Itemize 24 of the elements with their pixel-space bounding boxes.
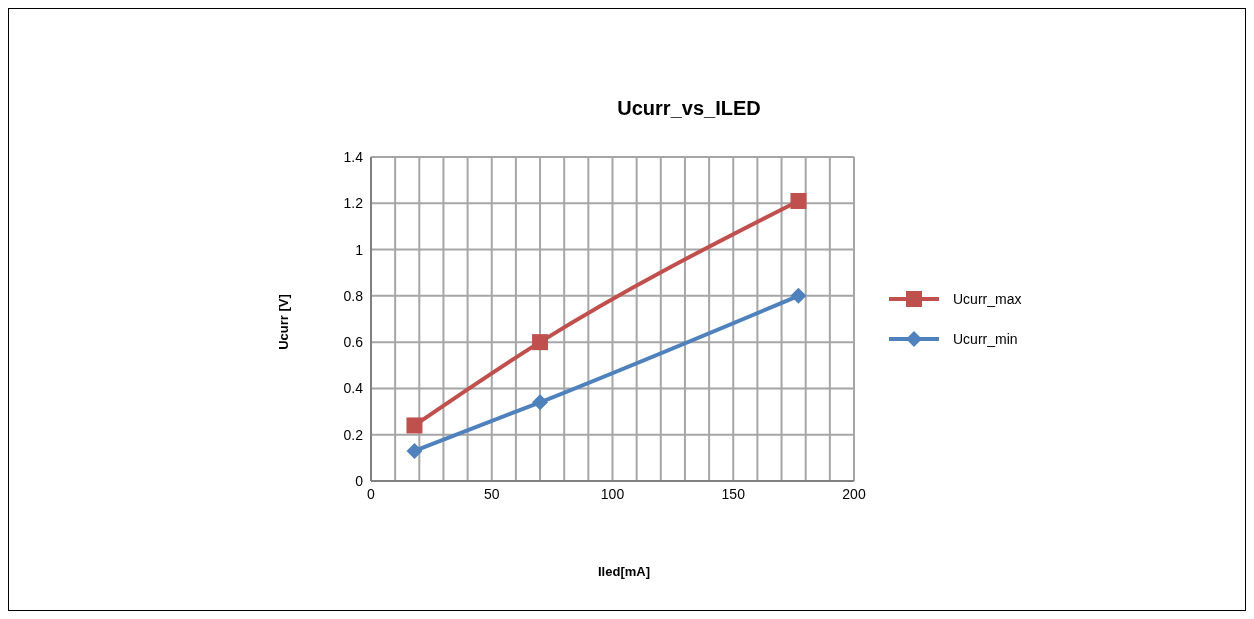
y-tick-label: 0.6 [343,334,364,351]
y-tick-label: 1 [355,241,364,258]
y-tick-label: 0.2 [343,426,364,443]
x-axis-title: Iled[mA] [597,564,651,579]
y-tick-label: 0.8 [343,287,364,304]
legend-label: Ucurr_max [953,291,1022,307]
y-axis-title: Ucurr [V] [275,294,291,350]
y-tick-label: 1.4 [343,148,364,165]
legend-label: Ucurr_min [953,331,1018,347]
x-tick-label: 100 [600,485,625,502]
point [406,417,423,434]
point [790,287,807,304]
x-tick-label: 200 [842,485,866,502]
chart-title: Ucurr_vs_ILED [616,97,762,120]
point [406,442,423,459]
y-tick-label: 1.2 [343,195,364,212]
x-tick-label: 150 [721,485,746,502]
y-tick-label: 0.4 [343,380,364,397]
x-tick-label: 50 [483,485,500,502]
point [790,192,807,209]
point [532,394,549,411]
y-tick-label: 0 [355,472,364,489]
point [532,334,549,351]
x-tick-label: 0 [367,485,376,502]
